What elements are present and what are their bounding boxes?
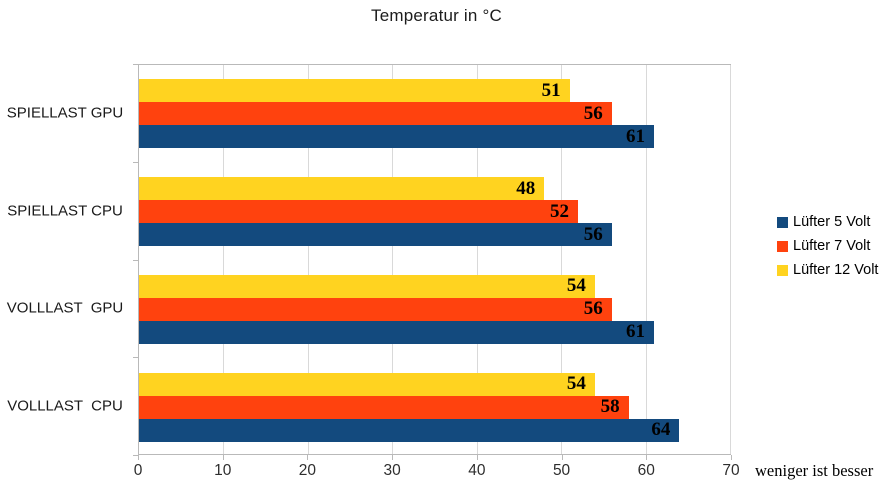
x-axis-label-10: 10: [214, 462, 232, 479]
legend-item-lüfter-7-volt: Lüfter 7 Volt: [777, 234, 878, 258]
category-label-2: SPIELLAST CPU: [7, 202, 123, 220]
bar-value-label: 54: [566, 275, 586, 297]
y-axis-tick-1: [133, 161, 138, 163]
bar-value-label: 61: [626, 125, 645, 147]
gridline-x-60: [645, 65, 647, 454]
x-axis-label-20: 20: [298, 462, 317, 479]
bar-value-label: 56: [583, 102, 603, 124]
gridline-x-30: [392, 65, 394, 454]
bar-lüfter-7-volt: 58: [139, 395, 629, 419]
bar-value-label: 64: [651, 419, 671, 441]
y-axis-tick-0: [133, 64, 138, 65]
gridline-x-10: [223, 65, 225, 454]
bar-lüfter-12-volt: 54: [139, 372, 595, 396]
category-label-3: VOLLLAST GPU: [6, 299, 124, 317]
bar-lüfter-12-volt: 51: [139, 79, 570, 103]
bar-lüfter-7-volt: 56: [139, 297, 612, 321]
gridline-x-50: [561, 65, 563, 454]
bar-value-label: 58: [600, 396, 620, 418]
x-axis-tick-50: [561, 455, 563, 460]
x-axis-tick-10: [222, 455, 224, 460]
x-axis-tick-20: [307, 455, 309, 460]
x-axis-tick-30: [392, 455, 394, 460]
y-axis-tick-4: [133, 455, 138, 456]
bar-lüfter-5-volt: 61: [139, 320, 654, 344]
x-axis-tick-0: [138, 455, 139, 460]
legend-item-lüfter-5-volt: Lüfter 5 Volt: [777, 210, 878, 234]
bar-group-4: 54 58 64: [139, 358, 730, 456]
bar-group-3: 54 56 61: [139, 261, 730, 359]
category-label-1: SPIELLAST GPU: [6, 104, 124, 122]
bar-group-2: 48 52 56: [139, 163, 730, 261]
legend-swatch-icon: [777, 216, 788, 228]
note-weniger-ist-besser: weniger ist besser: [755, 461, 874, 480]
legend-swatch-icon: [777, 240, 788, 252]
category-label-4: VOLLLAST CPU: [7, 397, 123, 415]
bar-value-label: 56: [583, 223, 603, 245]
legend-label: Lüfter 5 Volt: [793, 214, 871, 230]
bar-lüfter-12-volt: 48: [139, 177, 545, 201]
x-axis-label-30: 30: [383, 462, 401, 479]
x-axis-label-50: 50: [552, 462, 571, 479]
plot-area: 51 56 61 48 52 56 54 56 61 54 58 64: [138, 64, 731, 455]
bar-lüfter-5-volt: 61: [139, 125, 654, 149]
x-axis-label-40: 40: [468, 462, 486, 479]
y-axis-tick-3: [133, 357, 138, 359]
legend-swatch-icon: [777, 264, 788, 276]
legend-label: Lüfter 7 Volt: [793, 238, 871, 254]
bar-lüfter-12-volt: 54: [139, 274, 595, 298]
x-axis-label-60: 60: [637, 462, 655, 479]
bar-lüfter-7-volt: 52: [139, 200, 579, 224]
legend-item-lüfter-12-volt: Lüfter 12 Volt: [777, 258, 878, 282]
gridline-x-70: [730, 65, 731, 454]
bar-value-label: 54: [566, 373, 586, 395]
gridline-x-20: [307, 65, 309, 454]
x-axis-tick-70: [731, 455, 732, 460]
bar-lüfter-5-volt: 56: [139, 223, 612, 247]
y-axis-tick-2: [133, 259, 138, 261]
x-axis-tick-40: [476, 455, 478, 460]
bar-value-label: 52: [550, 200, 570, 222]
bar-value-label: 51: [541, 79, 561, 101]
bar-value-label: 61: [626, 321, 645, 343]
bar-lüfter-7-volt: 56: [139, 102, 612, 126]
bar-value-label: 56: [583, 298, 603, 320]
chart-title: Temperatur in °C: [371, 6, 502, 25]
legend-label: Lüfter 12 Volt: [793, 262, 879, 278]
bar-value-label: 48: [516, 177, 536, 199]
bar-group-1: 51 56 61: [139, 65, 730, 163]
gridline-x-40: [476, 65, 478, 454]
x-axis-label-0: 0: [133, 462, 143, 479]
x-axis-label-70: 70: [722, 462, 740, 479]
x-axis-tick-60: [646, 455, 648, 460]
legend: Lüfter 5 Volt Lüfter 7 Volt Lüfter 12 Volt: [777, 210, 878, 282]
bar-lüfter-5-volt: 64: [139, 418, 680, 442]
